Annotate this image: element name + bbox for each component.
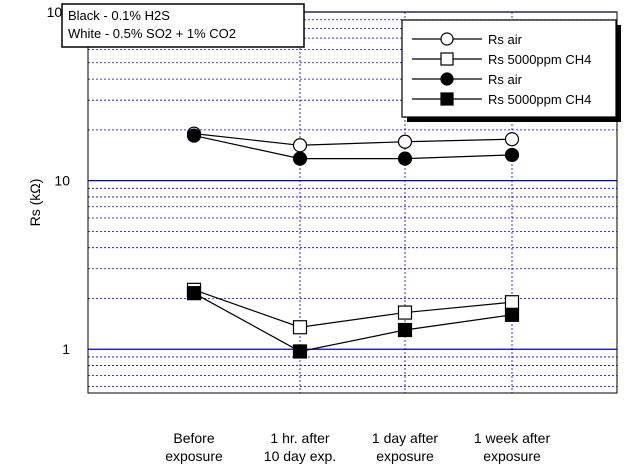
series-group <box>186 126 520 359</box>
x-category-label: exposure <box>165 448 223 464</box>
data-point <box>292 344 308 359</box>
data-point <box>292 151 308 166</box>
legend-marker <box>440 72 454 86</box>
data-point <box>504 132 520 147</box>
legend-label: Rs 5000ppm CH4 <box>488 52 591 67</box>
legend-marker <box>440 92 454 106</box>
data-point <box>186 128 202 143</box>
data-point <box>504 307 520 322</box>
x-category-label: 10 day exp. <box>264 448 336 464</box>
series-line <box>193 133 513 146</box>
y-axis-label: Rs (kΩ) <box>27 179 43 227</box>
legend-label: Rs 5000ppm CH4 <box>488 92 591 107</box>
data-point <box>292 138 308 153</box>
y-tick-label: 1 <box>62 341 70 357</box>
x-category-labels: Before exposure 1 hr. after 10 day exp. 1 da… <box>165 430 550 464</box>
data-point <box>397 151 413 166</box>
series-line <box>193 292 513 353</box>
legend: Rs air Rs 5000ppm CH4 Rs air Rs 5000ppm CH4 <box>401 19 621 122</box>
x-category-label: 1 day after <box>372 430 438 446</box>
data-point <box>504 295 520 310</box>
legend-box <box>401 19 617 118</box>
y-tick-label: 10 <box>54 173 70 189</box>
data-point <box>397 134 413 149</box>
legend-marker <box>440 52 454 66</box>
data-point <box>186 286 202 301</box>
legend-marker <box>440 32 454 46</box>
legend-label: Rs air <box>488 32 523 47</box>
x-category-label: exposure <box>483 448 541 464</box>
x-category-label: exposure <box>376 448 434 464</box>
x-category-label: 1 hr. after <box>270 430 329 446</box>
x-category-label: 1 week after <box>474 430 551 446</box>
x-category-label: Before <box>173 430 214 446</box>
series-line <box>193 289 513 328</box>
data-point <box>397 322 413 338</box>
note-box-border <box>61 3 305 48</box>
plot-border <box>87 11 618 394</box>
note-text: Black - 0.1% H2S <box>68 8 170 23</box>
data-point <box>292 320 308 335</box>
plot-frame <box>87 11 618 394</box>
legend-label: Rs air <box>488 72 523 87</box>
data-point <box>504 147 520 163</box>
series-line <box>193 134 513 160</box>
note-box: Black - 0.1% H2S White - 0.5% SO2 + 1% CO… <box>61 3 305 48</box>
note-text: White - 0.5% SO2 + 1% CO2 <box>68 26 236 41</box>
data-point <box>397 305 413 320</box>
